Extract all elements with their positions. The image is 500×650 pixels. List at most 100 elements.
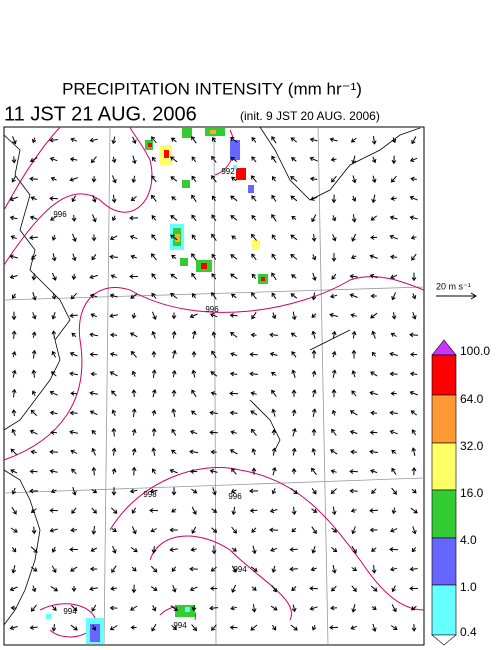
wind-arrow bbox=[169, 547, 178, 553]
wind-arrow bbox=[411, 253, 417, 261]
wind-arrow bbox=[109, 371, 118, 377]
wind-arrow bbox=[389, 429, 398, 435]
wind-arrow bbox=[171, 389, 177, 397]
wind-arrow bbox=[329, 137, 338, 143]
wind-arrow bbox=[132, 136, 137, 145]
wind-arrow bbox=[230, 273, 238, 280]
wind-arrow bbox=[351, 195, 357, 202]
wind-arrow bbox=[311, 428, 317, 436]
wind-arrow bbox=[311, 313, 317, 318]
wind-arrow bbox=[10, 235, 17, 240]
wind-arrow bbox=[69, 177, 78, 182]
wind-arrow bbox=[311, 408, 317, 418]
wind-arrow bbox=[311, 508, 318, 513]
wind-arrow bbox=[409, 195, 418, 201]
wind-arrow bbox=[391, 585, 396, 593]
wind-arrow bbox=[189, 586, 198, 592]
wind-arrow bbox=[370, 215, 378, 221]
wind-arrow bbox=[171, 254, 177, 259]
wind-arrow bbox=[249, 352, 258, 357]
wind-arrow bbox=[250, 566, 258, 572]
wind-arrow bbox=[210, 566, 217, 572]
wind-arrow bbox=[69, 351, 78, 357]
wind-arrow bbox=[269, 508, 278, 514]
wind-arrow bbox=[51, 605, 57, 611]
wind-arrow bbox=[251, 214, 257, 221]
wind-arrow bbox=[251, 467, 257, 475]
wind-arrow bbox=[391, 155, 397, 165]
wind-arrow bbox=[211, 273, 217, 280]
wind-arrow bbox=[312, 272, 317, 282]
wind-arrow bbox=[49, 508, 58, 513]
wind-arrow bbox=[51, 546, 57, 553]
wind-arrow bbox=[371, 623, 377, 632]
colorbar-label: 16.0 bbox=[460, 486, 484, 500]
wind-arrow bbox=[390, 391, 397, 396]
wind-arrow bbox=[331, 350, 337, 358]
wind-arrow bbox=[351, 214, 357, 223]
wind-arrow bbox=[9, 254, 18, 260]
wind-arrow bbox=[171, 625, 177, 631]
wind-arrow bbox=[351, 233, 357, 242]
wind-arrow bbox=[311, 389, 317, 398]
wind-arrow bbox=[171, 369, 177, 378]
wind-arrow bbox=[270, 605, 278, 611]
wind-arrow bbox=[290, 254, 298, 260]
wind-arrow bbox=[350, 137, 357, 143]
wind-arrow bbox=[131, 155, 137, 165]
wind-arrow bbox=[70, 391, 77, 396]
wind-arrow bbox=[151, 194, 157, 202]
wind-arrow bbox=[211, 137, 217, 143]
wind-arrow bbox=[311, 233, 317, 242]
wind-arrow bbox=[271, 253, 277, 261]
wind-arrow bbox=[369, 508, 379, 514]
wind-arrow bbox=[190, 547, 197, 552]
wind-arrow bbox=[90, 313, 97, 318]
wind-arrow bbox=[130, 350, 137, 358]
wind-arrow bbox=[191, 234, 197, 241]
wind-arrow bbox=[331, 506, 337, 516]
wind-arrow bbox=[251, 292, 257, 300]
wind-arrow bbox=[30, 196, 37, 201]
contour-label: 994 bbox=[173, 621, 187, 630]
wind-arrow bbox=[350, 313, 357, 318]
wind-arrow bbox=[251, 545, 257, 555]
wind-arrow bbox=[371, 547, 377, 552]
wind-arrow bbox=[11, 175, 17, 183]
wind-arrow bbox=[11, 156, 17, 164]
wind-arrow bbox=[250, 391, 257, 396]
wind-arrow bbox=[409, 586, 418, 591]
wind-arrow bbox=[349, 469, 358, 474]
wind-arrow bbox=[131, 507, 137, 514]
wind-arrow bbox=[50, 488, 57, 494]
wind-arrow bbox=[49, 196, 58, 201]
wind-arrow bbox=[69, 157, 78, 162]
wind-arrow bbox=[351, 175, 357, 184]
wind-arrow bbox=[91, 507, 97, 514]
wind-arrow bbox=[112, 545, 117, 554]
wind-arrow bbox=[229, 371, 238, 377]
wind-arrow bbox=[409, 332, 419, 338]
wind-arrow bbox=[389, 234, 398, 240]
wind-arrow bbox=[351, 585, 357, 593]
wind-arrow bbox=[91, 194, 97, 203]
wind-arrow bbox=[10, 469, 18, 474]
wind-arrow bbox=[170, 234, 178, 241]
wind-arrow bbox=[91, 429, 97, 435]
wind-arrow bbox=[111, 215, 117, 222]
wind-arrow bbox=[371, 136, 377, 145]
wind-arrow bbox=[309, 156, 318, 162]
wind-arrow bbox=[150, 586, 158, 591]
wind-arrow bbox=[191, 506, 197, 515]
wind-arrow bbox=[151, 136, 157, 144]
wind-arrow bbox=[170, 137, 177, 143]
contour-label: 992 bbox=[221, 167, 235, 176]
wind-arrow bbox=[91, 234, 97, 242]
wind-arrow bbox=[29, 469, 38, 474]
wind-arrow bbox=[231, 506, 237, 516]
wind-arrow bbox=[51, 253, 57, 262]
wind-arrow bbox=[210, 391, 217, 396]
wind-arrow bbox=[110, 586, 117, 591]
wind-arrow bbox=[11, 487, 17, 495]
